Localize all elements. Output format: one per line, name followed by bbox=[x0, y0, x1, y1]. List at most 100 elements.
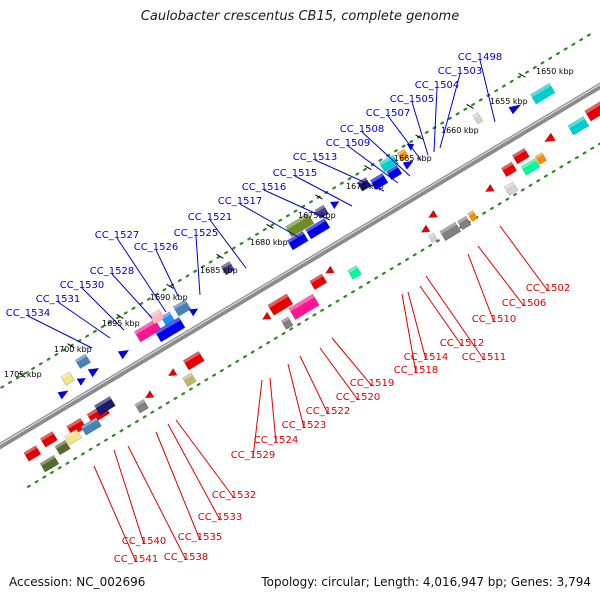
ruler-tick bbox=[18, 372, 26, 378]
gene-label-leader bbox=[263, 189, 331, 221]
gene-label-leader bbox=[467, 253, 495, 323]
gene-arrow bbox=[167, 367, 178, 377]
gene-label: CC_1515 bbox=[273, 168, 317, 179]
gene-feature bbox=[74, 353, 91, 370]
gene-label: CC_1518 bbox=[394, 365, 438, 376]
gene-arrow bbox=[508, 104, 522, 115]
gene-block-shade bbox=[134, 319, 157, 335]
gene-label: CC_1521 bbox=[188, 212, 232, 223]
gene-label-leader bbox=[116, 237, 167, 313]
gene-label: CC_1509 bbox=[326, 138, 370, 149]
genome-summary: Topology: circular; Length: 4,016,947 bp… bbox=[261, 575, 591, 589]
gene-feature bbox=[324, 265, 335, 274]
gene-arrow bbox=[329, 201, 340, 210]
gene-feature bbox=[472, 112, 484, 125]
gene-block-shade bbox=[397, 148, 406, 156]
gene-block bbox=[74, 353, 91, 370]
gene-arrow bbox=[57, 390, 69, 400]
gene-block bbox=[379, 154, 399, 173]
gene-block bbox=[520, 158, 541, 176]
gene-label-leader bbox=[387, 115, 422, 161]
gene-block bbox=[220, 261, 235, 276]
gene-feature bbox=[396, 148, 409, 162]
gene-label: CC_1519 bbox=[350, 378, 394, 389]
gene-label-leader bbox=[93, 465, 137, 563]
forward-ruler-line bbox=[0, 32, 594, 390]
gene-feature bbox=[172, 299, 192, 317]
gene-feature bbox=[439, 221, 462, 242]
gene-feature bbox=[188, 308, 199, 317]
gene-block bbox=[286, 230, 309, 251]
gene-label: CC_1528 bbox=[90, 266, 134, 277]
gene-label: CC_1502 bbox=[526, 283, 570, 294]
gene-feature bbox=[39, 431, 58, 448]
gene-feature bbox=[544, 132, 556, 143]
gene-block-shade bbox=[504, 181, 515, 190]
gene-label-leader bbox=[239, 203, 301, 239]
gene-block-shade bbox=[314, 204, 325, 213]
gene-label-leader bbox=[331, 337, 373, 387]
gene-label: CC_1506 bbox=[502, 298, 546, 309]
gene-block bbox=[309, 273, 328, 291]
gene-label-leader bbox=[401, 293, 417, 374]
gene-label-leader bbox=[252, 379, 263, 459]
gene-feature bbox=[280, 316, 294, 330]
gene-block-shade bbox=[439, 222, 457, 234]
gene-feature bbox=[182, 372, 197, 387]
gene-feature bbox=[93, 396, 116, 416]
gene-block-shade bbox=[512, 148, 526, 158]
gene-feature bbox=[39, 454, 60, 473]
gene-block bbox=[305, 217, 331, 240]
gene-block bbox=[386, 164, 403, 181]
gene-feature bbox=[64, 428, 83, 446]
ruler-tick-label: 1700 kbp bbox=[54, 345, 92, 354]
gene-label: CC_1504 bbox=[415, 80, 459, 91]
gene-arrow bbox=[402, 160, 414, 170]
gene-block-shade bbox=[183, 351, 201, 364]
ruler-tick bbox=[166, 283, 174, 289]
gene-block-shade bbox=[288, 294, 315, 312]
gene-arrow bbox=[406, 143, 415, 152]
gene-feature bbox=[117, 349, 130, 360]
gene-feature bbox=[167, 367, 178, 377]
gene-feature bbox=[144, 389, 155, 399]
gene-block-shade bbox=[370, 173, 384, 184]
gene-block bbox=[584, 97, 600, 122]
gene-block bbox=[530, 82, 556, 105]
gene-block-shade bbox=[535, 152, 544, 159]
gene-label-leader bbox=[155, 431, 201, 541]
gene-block bbox=[23, 445, 42, 462]
gene-feature bbox=[467, 210, 478, 222]
gene-block-shade bbox=[428, 232, 435, 238]
gene-block-shade bbox=[501, 162, 514, 171]
gene-block-shade bbox=[457, 216, 468, 224]
gene-label-leader bbox=[269, 377, 277, 444]
gene-label-leader bbox=[361, 131, 411, 177]
gene-label-leader bbox=[155, 249, 179, 297]
gene-block-shade bbox=[182, 372, 193, 381]
gene-label: CC_1513 bbox=[293, 152, 337, 163]
gene-block bbox=[154, 316, 186, 343]
gene-block-shade bbox=[134, 399, 145, 407]
gene-block bbox=[567, 116, 590, 136]
gene-block-shade bbox=[94, 396, 112, 409]
gene-label-leader bbox=[111, 273, 153, 319]
accession-label: Accession: NC_002696 bbox=[9, 575, 146, 589]
gene-block-shade bbox=[305, 218, 326, 233]
gene-label: CC_1530 bbox=[60, 280, 104, 291]
gene-label: CC_1508 bbox=[340, 124, 384, 135]
gene-feature bbox=[420, 224, 431, 233]
gene-label-leader bbox=[57, 301, 111, 339]
gene-block bbox=[369, 172, 389, 191]
gene-feature bbox=[267, 293, 294, 316]
gene-block bbox=[467, 210, 478, 222]
gene-feature bbox=[329, 201, 340, 210]
ruler-tick bbox=[364, 165, 372, 171]
gene-label-leader bbox=[127, 445, 187, 561]
gene-label-leader bbox=[167, 423, 221, 521]
gene-block bbox=[427, 232, 438, 244]
gene-block bbox=[64, 428, 83, 446]
gene-label: CC_1534 bbox=[6, 308, 50, 319]
gene-block bbox=[288, 293, 320, 320]
gene-label: CC_1526 bbox=[134, 242, 178, 253]
